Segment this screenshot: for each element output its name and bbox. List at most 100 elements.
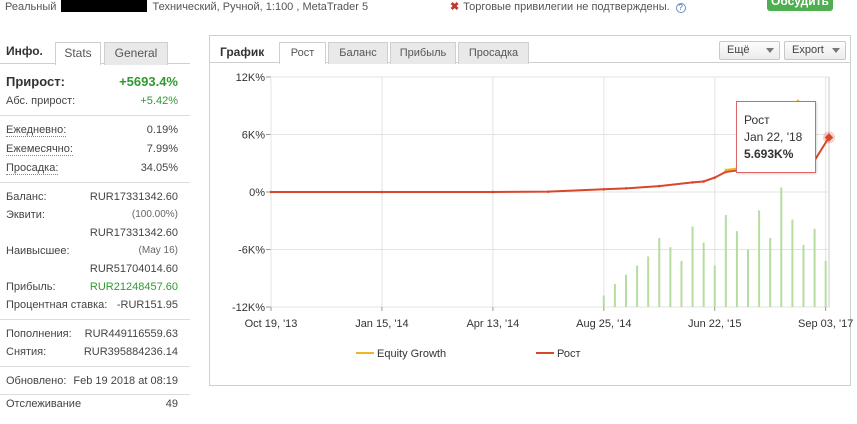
highest-value-row: RUR51704014.60 xyxy=(6,261,178,279)
help-icon[interactable]: ? xyxy=(675,3,686,13)
x-tick-label: Sep 03, '17 xyxy=(798,318,853,330)
updated-value: Feb 19 2018 at 08:19 xyxy=(73,375,178,387)
tab-growth[interactable]: Рост xyxy=(279,42,326,64)
more-dropdown[interactable]: Ещё xyxy=(719,41,780,60)
volume-bar xyxy=(724,215,727,307)
x-tick-label: Oct 19, '13 xyxy=(245,318,298,330)
tab-balance[interactable]: Баланс xyxy=(328,42,388,64)
tracking-value: 49 xyxy=(165,398,178,410)
drawdown-label: Просадка: xyxy=(6,162,59,175)
highest-label: Наивысшее: xyxy=(6,245,70,257)
volume-bar xyxy=(691,226,694,307)
daily-value: 0.19% xyxy=(146,124,178,136)
withdrawals-value: RUR395884236.14 xyxy=(83,346,178,358)
series-point xyxy=(491,190,495,194)
balance-row: Баланс: RUR17331342.60 xyxy=(6,189,178,207)
series-point xyxy=(702,180,705,183)
volume-bar xyxy=(769,238,772,307)
volume-bar xyxy=(647,256,650,307)
interest-row: Процентная ставка: -RUR151.95 xyxy=(6,297,178,315)
series-point xyxy=(724,170,728,174)
series-point xyxy=(269,190,273,194)
volume-bar xyxy=(780,187,783,307)
discuss-button[interactable]: Обсудить xyxy=(767,0,833,11)
info-panel: Инфо. Stats General Прирост: +5693.4% Аб… xyxy=(0,38,190,424)
interest-label: Процентная ставка: xyxy=(6,299,108,311)
divider xyxy=(0,366,190,367)
volume-bar xyxy=(658,238,661,307)
growth-label: Прирост: xyxy=(6,74,65,89)
divider xyxy=(0,319,190,320)
tooltip-series: Рост xyxy=(744,113,770,127)
daily-row: Ежедневно: 0.19% xyxy=(6,122,178,140)
withdrawals-label: Снятия: xyxy=(6,346,47,358)
x-tick-label: Aug 25, '14 xyxy=(576,318,631,330)
tab-stats[interactable]: Stats xyxy=(55,42,101,65)
volume-bar xyxy=(602,295,605,307)
volume-bar xyxy=(680,261,683,307)
y-tick-label: 6K% xyxy=(242,130,265,142)
deposits-row: Пополнения: RUR449116559.63 xyxy=(6,326,178,344)
monthly-label: Ежемесячно: xyxy=(6,143,73,156)
tab-profit[interactable]: Прибыль xyxy=(390,42,456,64)
series-point xyxy=(624,187,628,190)
y-tick-label: -6K% xyxy=(238,245,265,257)
chart-tooltip: Рост Jan 22, '18 5.693K% xyxy=(736,101,816,173)
redacted-account-name xyxy=(61,0,148,12)
tracking-row: Отслеживание 49 xyxy=(6,396,178,414)
withdrawals-row: Снятия: RUR395884236.14 xyxy=(6,344,178,362)
volume-bar xyxy=(813,228,816,307)
daily-label: Ежедневно: xyxy=(6,124,67,137)
privileges-warning: ✖ Торговые привилегии не подтверждены.? xyxy=(450,0,686,13)
series-point xyxy=(547,190,550,193)
equity-percent: (100.00%) xyxy=(131,209,178,220)
growth-row: Прирост: +5693.4% xyxy=(6,74,178,92)
y-tick-label: 0% xyxy=(249,187,265,199)
drawdown-row: Просадка: 34.05% xyxy=(6,160,178,178)
volume-bar xyxy=(747,249,750,307)
series-point xyxy=(657,184,661,188)
equity-value: RUR17331342.60 xyxy=(89,227,178,239)
volume-bar xyxy=(735,231,738,307)
equity-label: Эквити: xyxy=(6,209,45,221)
legend-equity-label: Equity Growth xyxy=(377,348,446,360)
tab-general[interactable]: General xyxy=(104,42,168,65)
chevron-down-icon xyxy=(832,48,840,53)
volume-bar xyxy=(702,242,705,307)
x-tick-label: Jun 22, '15 xyxy=(688,318,741,330)
y-tick-label: -12K% xyxy=(232,302,265,314)
info-tabs: Инфо. Stats General xyxy=(0,38,190,65)
tooltip-date: Jan 22, '18 xyxy=(744,130,803,144)
updated-row: Обновлено: Feb 19 2018 at 08:19 xyxy=(6,373,178,391)
tab-drawdown[interactable]: Просадка xyxy=(458,42,529,64)
chart-title: График xyxy=(220,45,265,59)
volume-bar xyxy=(669,247,672,307)
equity-row: Эквити: (100.00%) xyxy=(6,207,178,225)
equity-value-row: RUR17331342.60 xyxy=(6,225,178,243)
series-point xyxy=(713,176,717,179)
abs-growth-value: +5.42% xyxy=(140,95,178,107)
tooltip-value: 5.693K% xyxy=(744,147,794,161)
updated-label: Обновлено: xyxy=(6,375,67,387)
highest-row: Наивысшее: (May 16) xyxy=(6,243,178,261)
volume-bar xyxy=(802,244,805,307)
legend-growth-label: Рост xyxy=(557,348,581,360)
export-dropdown[interactable]: Export xyxy=(784,41,846,60)
series-point xyxy=(691,181,694,184)
volume-bar xyxy=(758,210,761,307)
profit-label: Прибыль: xyxy=(6,281,56,293)
profit-row: Прибыль: RUR21248457.60 xyxy=(6,279,178,297)
series-point xyxy=(380,190,384,194)
divider xyxy=(0,182,190,183)
tracking-label: Отслеживание xyxy=(6,398,82,410)
balance-value: RUR17331342.60 xyxy=(89,191,178,203)
volume-bar xyxy=(624,274,627,307)
volume-bar xyxy=(636,265,639,307)
x-tick-label: Apr 13, '14 xyxy=(466,318,519,330)
volume-bar xyxy=(713,265,716,307)
abs-growth-row: Абс. прирост: +5.42% xyxy=(6,93,178,111)
account-header: Реальный Технический, Ручной, 1:100 , Me… xyxy=(0,0,857,16)
error-x-icon: ✖ xyxy=(450,1,460,13)
account-type: Реальный Технический, Ручной, 1:100 , Me… xyxy=(5,0,369,13)
